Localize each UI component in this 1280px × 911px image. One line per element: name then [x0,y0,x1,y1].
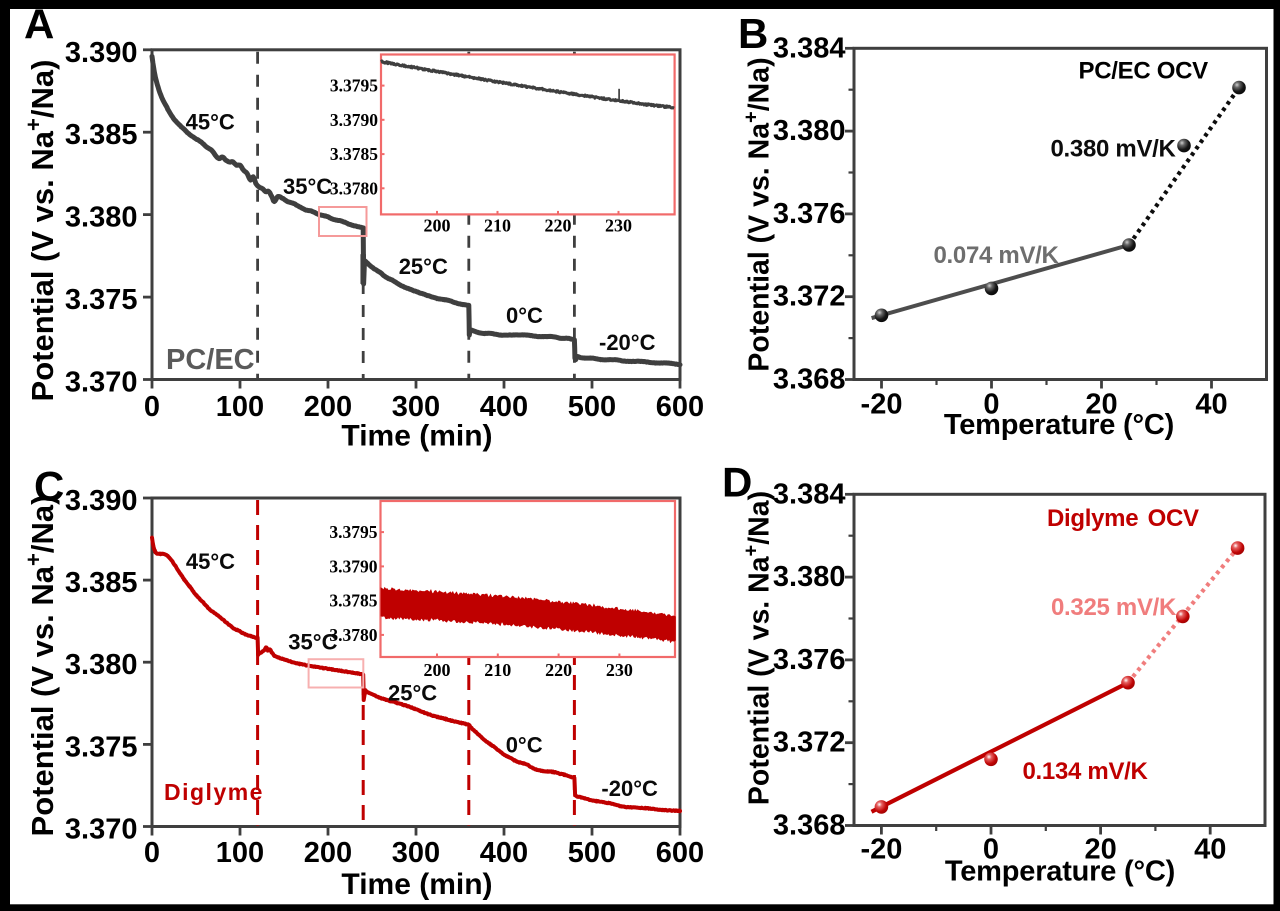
svg-text:300: 300 [392,837,440,869]
svg-text:230: 230 [605,216,632,236]
svg-text:0.380 mV/K: 0.380 mV/K [1051,136,1177,163]
svg-text:40: 40 [1194,834,1226,866]
svg-text:100: 100 [216,837,264,869]
svg-text:0: 0 [144,837,160,869]
svg-text:20: 20 [1085,389,1117,421]
svg-text:500: 500 [568,837,616,869]
svg-text:0.074 mV/K: 0.074 mV/K [934,242,1060,269]
svg-text:Diglyme OCV: Diglyme OCV [1047,505,1199,532]
svg-text:25°C: 25°C [388,681,437,706]
svg-text:3.368: 3.368 [773,364,846,396]
svg-text:230: 230 [606,660,633,680]
svg-text:3.3790: 3.3790 [330,110,378,130]
svg-text:Potential (V vs. Na+/Na): Potential (V vs. Na+/Na) [741,491,776,805]
svg-text:220: 220 [545,216,572,236]
svg-text:100: 100 [216,391,264,423]
svg-text:0.325 mV/K: 0.325 mV/K [1051,594,1177,621]
svg-text:-20: -20 [860,834,902,866]
svg-text:3.372: 3.372 [773,727,846,759]
svg-text:Potential (V vs. Na+/Na): Potential (V vs. Na+/Na) [21,495,60,837]
svg-text:3.376: 3.376 [773,198,846,230]
svg-text:3.380: 3.380 [773,115,846,147]
svg-text:3.390: 3.390 [65,37,138,69]
svg-text:PC/EC: PC/EC [166,344,255,376]
svg-text:3.384: 3.384 [773,32,846,64]
svg-text:210: 210 [484,216,511,236]
svg-text:3.380: 3.380 [65,649,138,681]
svg-text:3.3780: 3.3780 [330,178,378,198]
svg-text:45°C: 45°C [186,549,235,574]
svg-text:3.370: 3.370 [65,367,138,399]
svg-text:600: 600 [656,837,704,869]
svg-text:200: 200 [304,837,352,869]
svg-text:40: 40 [1195,389,1227,421]
svg-text:210: 210 [484,660,511,680]
svg-text:-20°C: -20°C [601,776,658,801]
svg-text:3.390: 3.390 [65,485,138,517]
svg-text:0: 0 [983,389,999,421]
svg-text:B: B [738,10,768,57]
svg-text:3.385: 3.385 [65,567,138,599]
svg-text:0: 0 [983,834,999,866]
svg-text:3.376: 3.376 [773,644,846,676]
svg-text:3.3795: 3.3795 [329,522,377,542]
svg-text:35°C: 35°C [288,630,337,655]
svg-text:400: 400 [480,391,528,423]
svg-text:Time (min): Time (min) [341,868,492,901]
svg-text:3.375: 3.375 [65,731,138,763]
svg-text:-20°C: -20°C [599,330,656,355]
svg-text:400: 400 [480,837,528,869]
svg-text:35°C: 35°C [283,174,332,199]
svg-text:0°C: 0°C [506,303,543,328]
svg-text:200: 200 [304,391,352,423]
svg-text:220: 220 [545,660,572,680]
svg-text:600: 600 [656,391,704,423]
svg-text:-20: -20 [861,389,903,421]
svg-text:3.370: 3.370 [65,814,138,846]
svg-text:3.3795: 3.3795 [330,76,378,96]
svg-text:3.385: 3.385 [65,119,138,151]
svg-text:0°C: 0°C [506,732,543,757]
svg-text:3.372: 3.372 [773,281,846,313]
svg-text:0: 0 [144,391,160,423]
svg-text:3.368: 3.368 [773,810,846,842]
svg-text:3.3785: 3.3785 [329,591,377,611]
svg-text:200: 200 [424,660,451,680]
svg-text:PC/EC OCV: PC/EC OCV [1079,57,1209,84]
svg-text:3.380: 3.380 [65,202,138,234]
svg-text:45°C: 45°C [186,110,235,135]
svg-text:300: 300 [392,391,440,423]
svg-text:500: 500 [568,391,616,423]
svg-text:3.384: 3.384 [773,478,846,510]
svg-text:200: 200 [424,216,451,236]
svg-text:Time (min): Time (min) [341,420,492,453]
svg-text:C: C [34,463,64,510]
svg-text:3.375: 3.375 [65,284,138,316]
svg-text:3.3780: 3.3780 [329,625,377,645]
svg-text:3.3785: 3.3785 [330,144,378,164]
svg-text:Potential (V vs. Na+/Na): Potential (V vs. Na+/Na) [741,57,776,371]
svg-text:0.134 mV/K: 0.134 mV/K [1023,758,1149,785]
svg-text:3.3790: 3.3790 [329,556,377,576]
svg-text:Potential (V vs. Na+/Na): Potential (V vs. Na+/Na) [21,60,60,402]
svg-text:25°C: 25°C [399,254,448,279]
svg-text:A: A [24,1,54,48]
svg-text:3.380: 3.380 [773,561,846,593]
svg-text:Temperature (°C): Temperature (°C) [945,856,1175,888]
svg-text:D: D [722,459,752,506]
svg-text:Diglyme: Diglyme [164,779,264,805]
svg-text:Temperature (°C): Temperature (°C) [944,409,1174,441]
svg-text:20: 20 [1084,834,1116,866]
